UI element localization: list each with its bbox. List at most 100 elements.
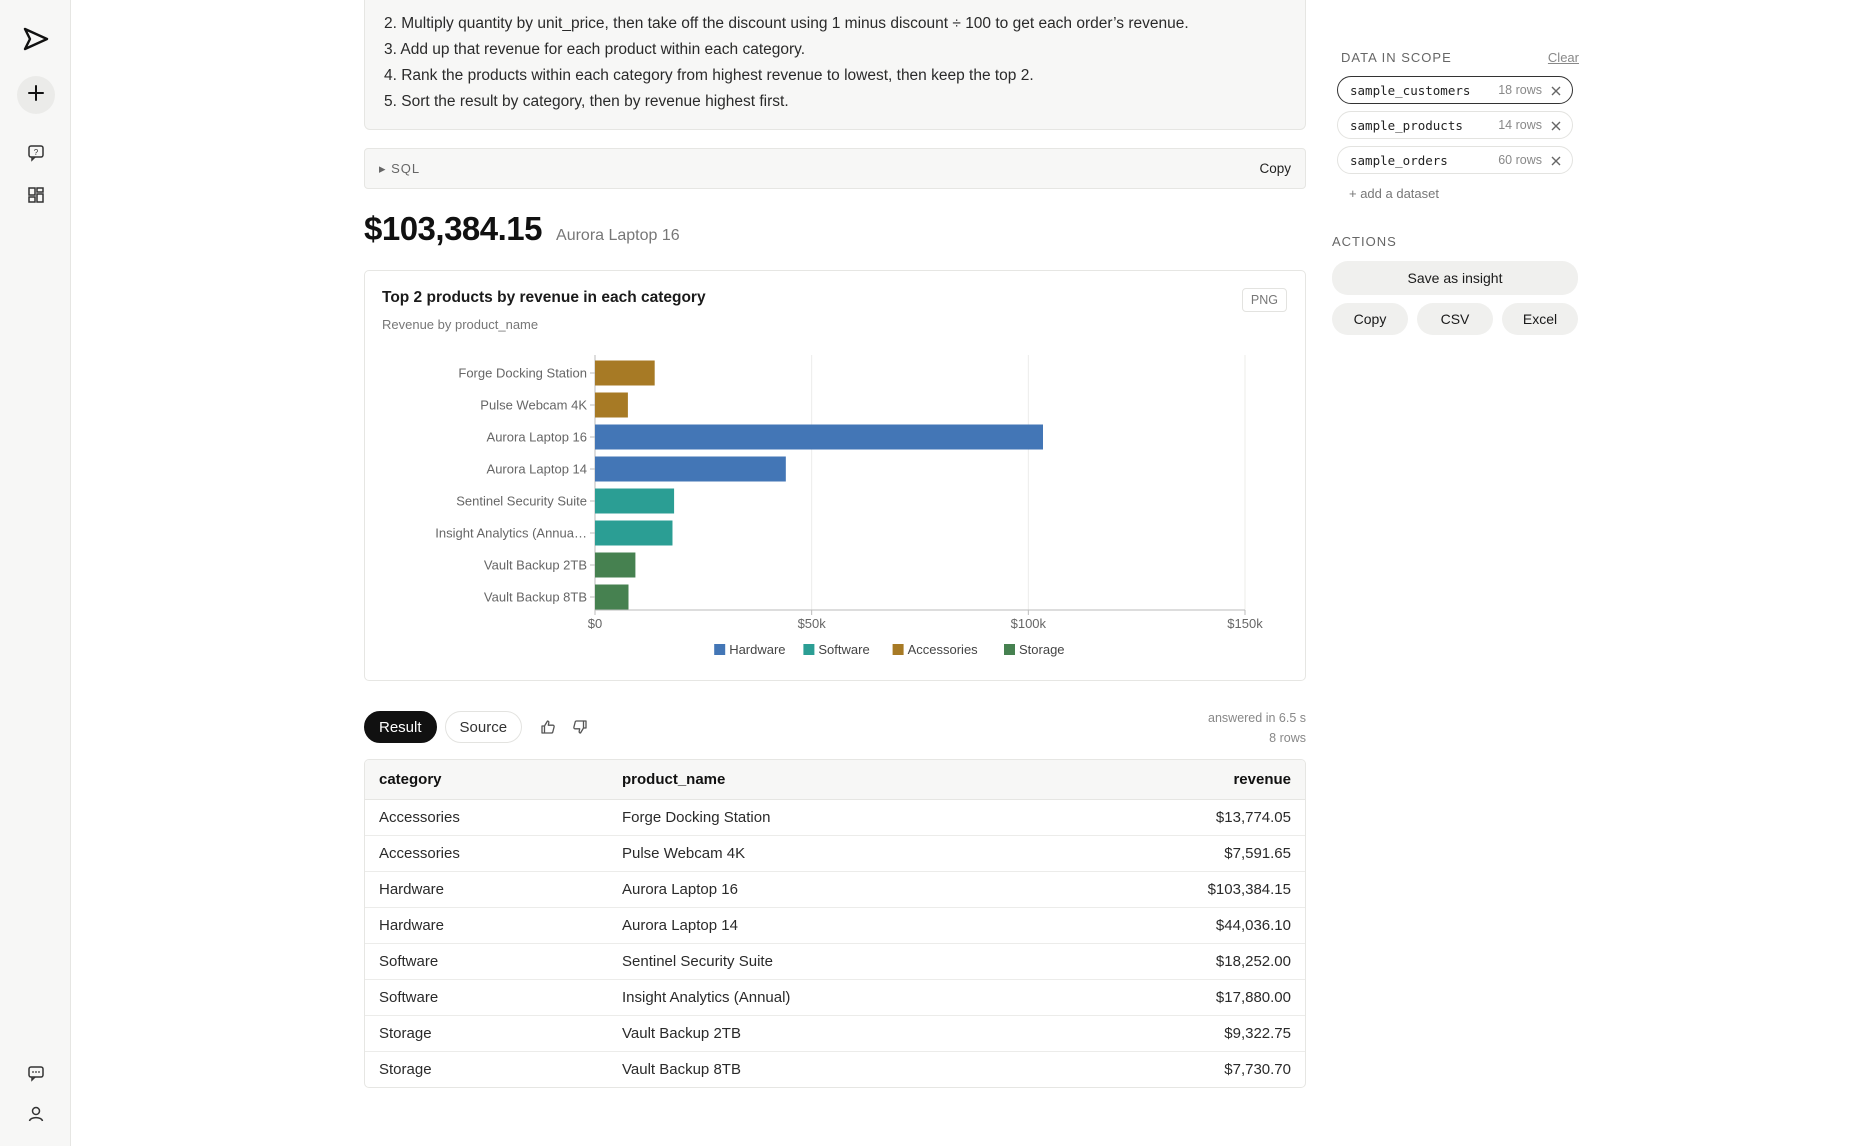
thumbs-down-icon[interactable]: [566, 713, 594, 741]
bar: [595, 456, 786, 482]
cell-product-name: Vault Backup 2TB: [608, 1015, 1053, 1052]
bar: [595, 552, 636, 578]
cell-product-name: Aurora Laptop 16: [608, 871, 1053, 908]
dataset-chip-sample-orders[interactable]: sample_orders 60 rows: [1337, 146, 1573, 174]
legend-label: Hardware: [729, 642, 785, 657]
table-row: Software Sentinel Security Suite $18,252…: [365, 943, 1305, 980]
plan-step: 2. Multiply quantity by unit_price, then…: [384, 15, 1189, 32]
save-as-insight-button[interactable]: Save as insight: [1332, 261, 1578, 295]
dashboard-icon[interactable]: [25, 184, 47, 206]
row-count: 8 rows: [1269, 731, 1306, 745]
data-in-scope-label: DATA IN SCOPE: [1341, 50, 1452, 65]
copy-sql-button[interactable]: Copy: [1259, 161, 1291, 176]
cell-revenue: $9,322.75: [1052, 1015, 1305, 1052]
user-icon[interactable]: [25, 1103, 47, 1125]
cell-product-name: Vault Backup 8TB: [622, 1060, 741, 1078]
column-header-category[interactable]: category: [365, 760, 608, 800]
close-icon[interactable]: [1550, 154, 1562, 166]
table-row: Accessories Forge Docking Station $13,77…: [365, 799, 1305, 836]
answer-meta: answered in 6.5 s 8 rows: [1208, 708, 1306, 748]
cell-revenue: $7,591.65: [1052, 835, 1305, 872]
cell-revenue: $18,252.00: [1052, 943, 1305, 980]
dataset-rows: 14 rows: [1498, 118, 1542, 132]
bar: [595, 392, 628, 418]
cell-revenue: $103,384.15: [1052, 871, 1305, 908]
cell-category: Accessories: [365, 835, 608, 872]
legend-label: Accessories: [908, 642, 979, 657]
category-tick-label: Aurora Laptop 14: [487, 462, 587, 477]
plus-icon: [27, 84, 45, 107]
thumbs-up-icon[interactable]: [534, 713, 562, 741]
legend-swatch: [892, 644, 904, 655]
plan-step: 4. Rank the products within each categor…: [384, 67, 1034, 84]
cell-revenue: $44,036.10: [1052, 907, 1305, 944]
category-tick-label: Insight Analytics (Annua…: [435, 526, 587, 541]
chart-card: Top 2 products by revenue in each catego…: [364, 270, 1306, 681]
dataset-rows: 60 rows: [1498, 153, 1542, 167]
send-logo-icon[interactable]: [22, 25, 50, 53]
cell-category: Software: [365, 979, 608, 1016]
close-icon[interactable]: [1550, 84, 1562, 96]
answered-time: answered in 6.5 s: [1208, 711, 1306, 725]
png-export-button[interactable]: PNG: [1241, 288, 1287, 312]
column-header-product-name[interactable]: product_name: [608, 760, 1053, 800]
chat-icon[interactable]: [25, 1062, 47, 1084]
headline-value: $103,384.15: [364, 210, 543, 247]
csv-export-button[interactable]: CSV: [1417, 303, 1493, 335]
bar: [595, 520, 673, 546]
dataset-chip-sample-products[interactable]: sample_products 14 rows: [1337, 111, 1573, 139]
headline-label: Aurora Laptop 16: [556, 227, 680, 244]
excel-export-button[interactable]: Excel: [1502, 303, 1578, 335]
table-row: Accessories Pulse Webcam 4K $7,591.65: [365, 835, 1305, 872]
close-icon[interactable]: [1550, 119, 1562, 131]
cell-category: Software: [365, 943, 608, 980]
x-tick-label: $150k: [1227, 616, 1263, 631]
plan-step: 3. Add up that revenue for each product …: [384, 41, 806, 58]
tab-source[interactable]: Source: [444, 711, 523, 743]
cell-category: Storage: [379, 1060, 432, 1078]
cell-product-name: Aurora Laptop 14: [608, 907, 1053, 944]
legend-label: Software: [818, 642, 869, 657]
tab-result[interactable]: Result: [364, 711, 437, 743]
plan-step: 5. Sort the result by category, then by …: [384, 93, 789, 110]
svg-text:?: ?: [34, 148, 39, 157]
clear-scope-link[interactable]: Clear: [1547, 50, 1579, 65]
table-row: Hardware Aurora Laptop 14 $44,036.10: [365, 907, 1305, 944]
bar: [595, 584, 629, 610]
table-row: Software Insight Analytics (Annual) $17,…: [365, 979, 1305, 1016]
cell-category: Hardware: [365, 871, 608, 908]
category-tick-label: Sentinel Security Suite: [456, 494, 587, 509]
sql-disclosure[interactable]: ▸ SQL Copy: [364, 148, 1306, 189]
column-header-revenue[interactable]: revenue: [1052, 760, 1305, 800]
dataset-chip-sample-customers[interactable]: sample_customers 18 rows: [1337, 76, 1573, 104]
bar: [595, 424, 1043, 450]
cell-product-name: Pulse Webcam 4K: [608, 835, 1053, 872]
sql-toggle[interactable]: ▸ SQL: [379, 161, 421, 176]
copy-button[interactable]: Copy: [1332, 303, 1408, 335]
category-tick-label: Aurora Laptop 16: [487, 430, 587, 445]
dataset-name: sample_products: [1350, 117, 1463, 133]
cell-revenue: $13,774.05: [1052, 799, 1305, 836]
new-chat-button[interactable]: [17, 76, 55, 114]
headline: $103,384.15 Aurora Laptop 16: [364, 210, 680, 248]
cell-product-name: Sentinel Security Suite: [608, 943, 1053, 980]
legend-swatch: [803, 644, 815, 655]
x-tick-label: $50k: [798, 616, 827, 631]
dataset-rows: 18 rows: [1498, 83, 1542, 97]
legend-swatch: [714, 644, 726, 655]
cell-category: Accessories: [365, 799, 608, 836]
table-row: Storage Vault Backup 8TB $7,730.70: [365, 1051, 1305, 1087]
legend-label: Storage: [1019, 642, 1065, 657]
category-tick-label: Vault Backup 8TB: [484, 590, 587, 605]
cell-revenue: $7,730.70: [1224, 1060, 1291, 1078]
cell-category: Storage: [365, 1015, 608, 1052]
cell-product-name: Insight Analytics (Annual): [608, 979, 1053, 1016]
bar: [595, 488, 675, 514]
actions-label: ACTIONS: [1332, 234, 1397, 249]
add-dataset-link[interactable]: + add a dataset: [1349, 186, 1439, 201]
chart-subtitle: Revenue by product_name: [382, 317, 539, 332]
table-header-row: category product_name revenue: [365, 760, 1305, 800]
legend-swatch: [1004, 644, 1015, 655]
question-chat-icon[interactable]: ?: [25, 142, 47, 164]
plan-steps: 2. Multiply quantity by unit_price, then…: [364, 0, 1306, 130]
